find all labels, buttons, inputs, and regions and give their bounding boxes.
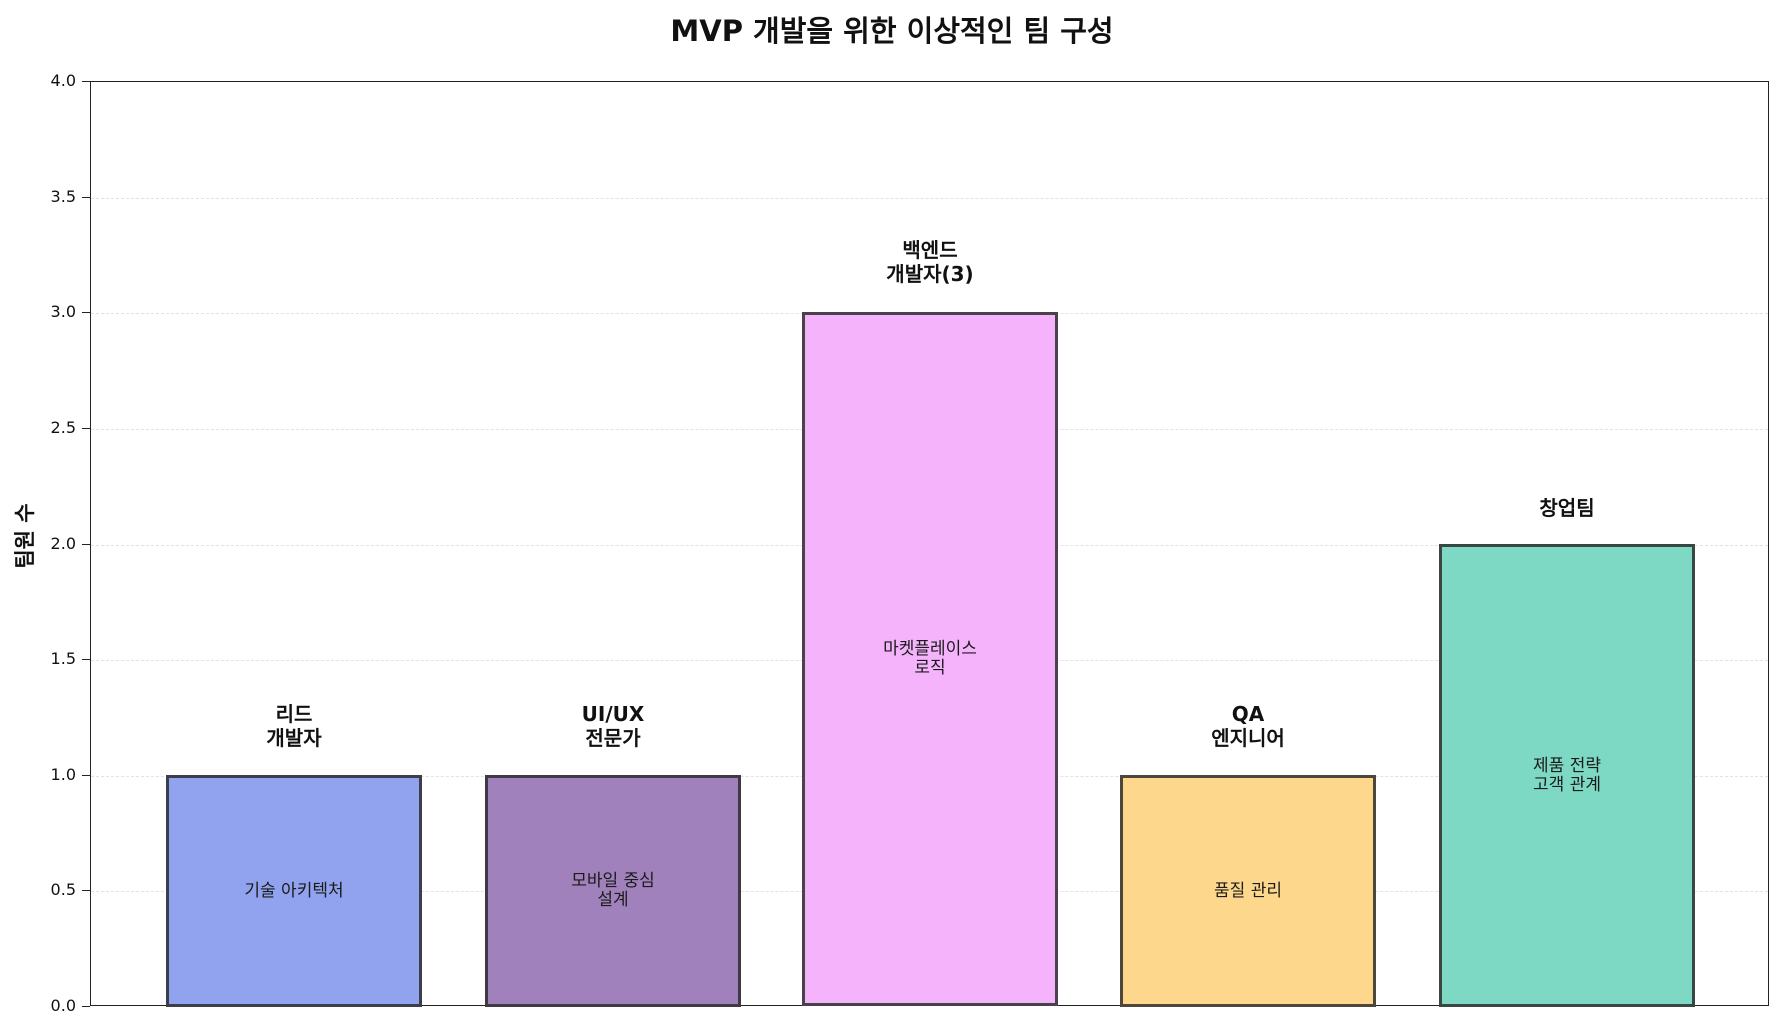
bar-description: 모바일 중심 설계 xyxy=(571,870,655,910)
bar-description: 품질 관리 xyxy=(1214,880,1282,901)
y-tick xyxy=(82,659,90,661)
bar-description: 기술 아키텍처 xyxy=(244,880,344,901)
y-tick xyxy=(82,196,90,198)
y-tick-label: 4.0 xyxy=(50,71,76,90)
y-tick xyxy=(82,774,90,776)
bar-label-lead-developer: 리드 개발자 xyxy=(266,702,322,750)
bar-label-backend-developers: 백엔드 개발자(3) xyxy=(886,238,974,286)
y-tick-label: 3.0 xyxy=(50,302,76,321)
bar-description: 제품 전략 고객 관계 xyxy=(1533,755,1601,795)
gridline xyxy=(91,197,1768,199)
bar-lead-developer: 기술 아키텍처 xyxy=(166,774,422,1007)
bar-label-uiux-specialist: UI/UX 전문가 xyxy=(581,702,645,750)
y-tick-label: 2.0 xyxy=(50,534,76,553)
y-tick xyxy=(82,81,90,82)
y-tick xyxy=(82,312,90,314)
y-tick-label: 1.0 xyxy=(50,765,76,784)
y-tick-label: 1.5 xyxy=(50,649,76,668)
chart-title: MVP 개발을 위한 이상적인 팀 구성 xyxy=(670,14,1114,48)
bar-label-qa-engineer: QA 엔지니어 xyxy=(1211,702,1285,750)
y-tick-label: 0.0 xyxy=(50,996,76,1015)
y-tick-label: 0.5 xyxy=(50,880,76,899)
bar-founding-team: 제품 전략 고객 관계 xyxy=(1439,543,1695,1007)
bar-qa-engineer: 품질 관리 xyxy=(1120,774,1376,1007)
y-tick xyxy=(82,890,90,892)
bar-label-founding-team: 창업팀 xyxy=(1539,496,1595,520)
bar-backend-developers: 마켓플레이스 로직 xyxy=(802,312,1058,1007)
y-tick-label: 2.5 xyxy=(50,418,76,437)
y-tick-label: 3.5 xyxy=(50,187,76,206)
y-tick xyxy=(82,1006,90,1007)
bar-description: 마켓플레이스 로직 xyxy=(883,639,977,679)
y-tick xyxy=(82,543,90,545)
bar-uiux-specialist: 모바일 중심 설계 xyxy=(485,774,741,1007)
y-tick xyxy=(82,427,90,429)
